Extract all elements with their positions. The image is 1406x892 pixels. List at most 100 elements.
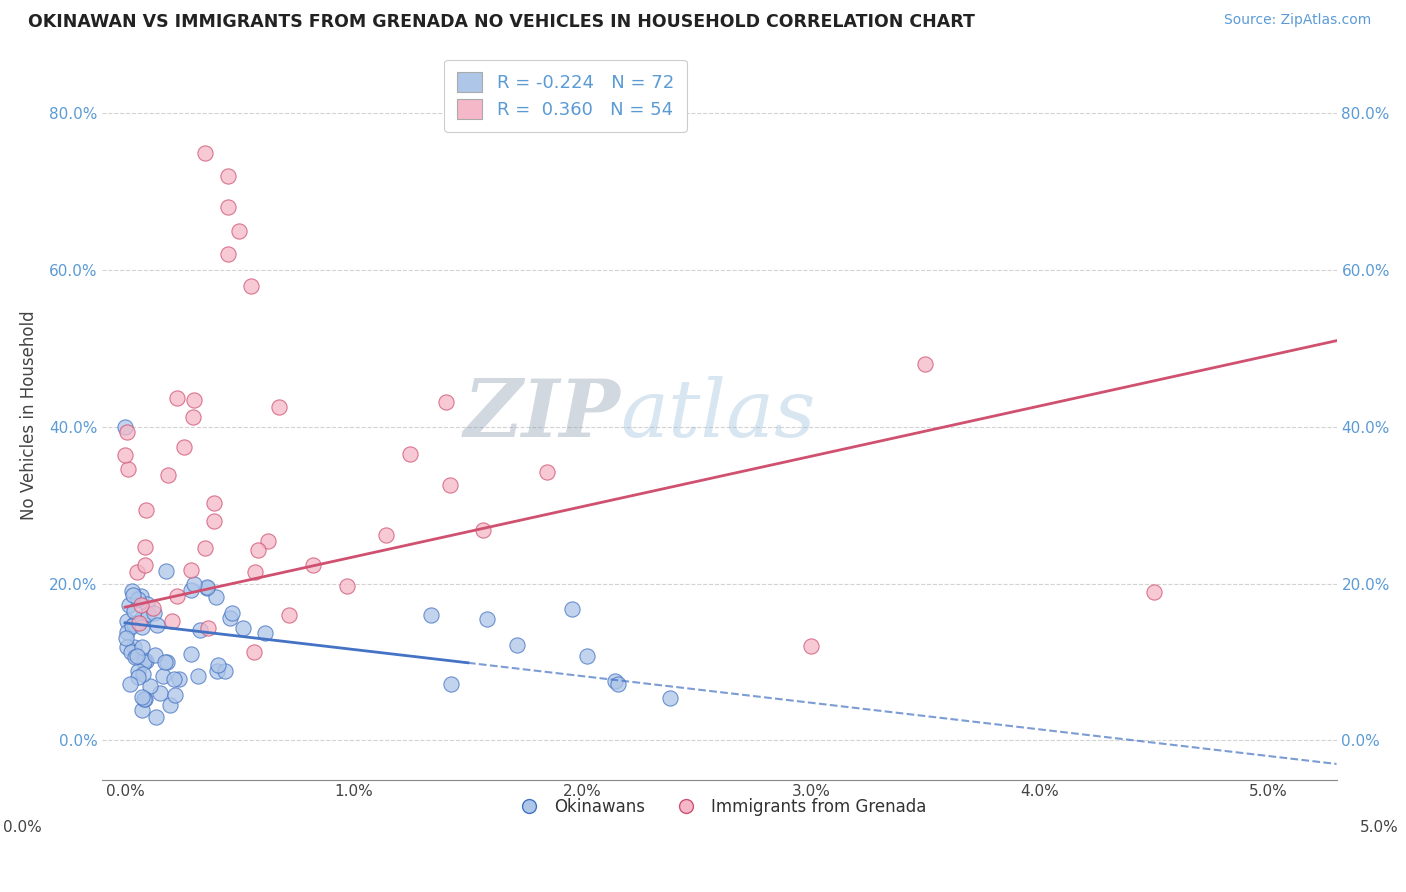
Point <box>257 533 280 548</box>
Point <box>269 400 291 414</box>
Point <box>143 606 166 620</box>
Point <box>914 357 936 371</box>
Point <box>183 577 205 591</box>
Point <box>536 465 558 479</box>
Point <box>214 665 236 679</box>
Legend: Okinawans, Immigrants from Grenada: Okinawans, Immigrants from Grenada <box>505 791 934 822</box>
Point <box>145 710 167 724</box>
Point <box>195 582 218 596</box>
Point <box>420 608 443 623</box>
Point <box>278 608 301 623</box>
Point <box>122 588 145 602</box>
Point <box>434 394 457 409</box>
Point <box>800 640 823 654</box>
Point <box>115 425 138 439</box>
Point <box>139 679 162 693</box>
Point <box>253 626 276 640</box>
Point <box>194 145 217 160</box>
Text: ZIP: ZIP <box>464 376 620 454</box>
Point <box>243 645 266 659</box>
Point <box>131 620 153 634</box>
Point <box>173 440 195 454</box>
Point <box>132 655 155 669</box>
Point <box>301 558 323 572</box>
Point <box>121 619 143 633</box>
Point <box>152 669 174 683</box>
Point <box>124 617 146 632</box>
Point <box>135 654 157 668</box>
Point <box>122 640 145 655</box>
Point <box>131 703 153 717</box>
Point <box>217 169 239 183</box>
Point <box>127 664 149 678</box>
Point <box>155 655 177 669</box>
Point <box>131 640 153 655</box>
Text: 0.0%: 0.0% <box>3 820 42 835</box>
Point <box>375 528 398 542</box>
Point <box>180 647 202 661</box>
Point <box>603 674 626 689</box>
Point <box>127 565 149 579</box>
Point <box>188 624 211 638</box>
Point <box>506 638 529 652</box>
Text: atlas: atlas <box>620 376 815 454</box>
Point <box>205 664 228 678</box>
Point <box>124 650 146 665</box>
Point <box>149 686 172 700</box>
Point <box>131 690 153 704</box>
Point <box>143 648 166 663</box>
Point <box>127 670 149 684</box>
Point <box>134 692 156 706</box>
Point <box>159 698 181 712</box>
Point <box>122 604 145 618</box>
Point <box>127 591 149 606</box>
Point <box>217 201 239 215</box>
Point <box>399 446 422 460</box>
Point <box>205 590 228 604</box>
Point <box>246 543 269 558</box>
Point <box>131 611 153 625</box>
Point <box>180 582 202 597</box>
Point <box>121 584 143 599</box>
Point <box>232 621 254 635</box>
Point <box>197 621 219 635</box>
Point <box>439 477 461 491</box>
Point <box>160 614 183 628</box>
Point <box>163 688 186 702</box>
Point <box>218 611 240 625</box>
Point <box>169 672 191 686</box>
Point <box>658 690 681 705</box>
Text: OKINAWAN VS IMMIGRANTS FROM GRENADA NO VEHICLES IN HOUSEHOLD CORRELATION CHART: OKINAWAN VS IMMIGRANTS FROM GRENADA NO V… <box>28 13 974 31</box>
Point <box>134 558 156 572</box>
Point <box>128 615 150 630</box>
Point <box>135 503 157 517</box>
Point <box>561 601 583 615</box>
Point <box>607 677 630 691</box>
Point <box>145 617 167 632</box>
Point <box>142 600 165 615</box>
Point <box>132 666 155 681</box>
Point <box>117 461 139 475</box>
Point <box>193 541 215 555</box>
Point <box>114 420 136 434</box>
Point <box>239 278 262 293</box>
Point <box>120 645 142 659</box>
Point <box>440 677 463 691</box>
Point <box>115 614 138 628</box>
Point <box>118 598 141 612</box>
Point <box>221 607 243 621</box>
Point <box>114 631 136 645</box>
Point <box>132 691 155 706</box>
Point <box>472 523 495 537</box>
Point <box>132 653 155 667</box>
Point <box>243 565 266 579</box>
Point <box>475 612 498 626</box>
Point <box>180 563 202 577</box>
Point <box>115 640 138 654</box>
Point <box>138 607 160 621</box>
Point <box>228 224 250 238</box>
Point <box>129 589 152 603</box>
Point <box>135 597 157 611</box>
Y-axis label: No Vehicles in Household: No Vehicles in Household <box>20 310 38 520</box>
Point <box>118 676 141 690</box>
